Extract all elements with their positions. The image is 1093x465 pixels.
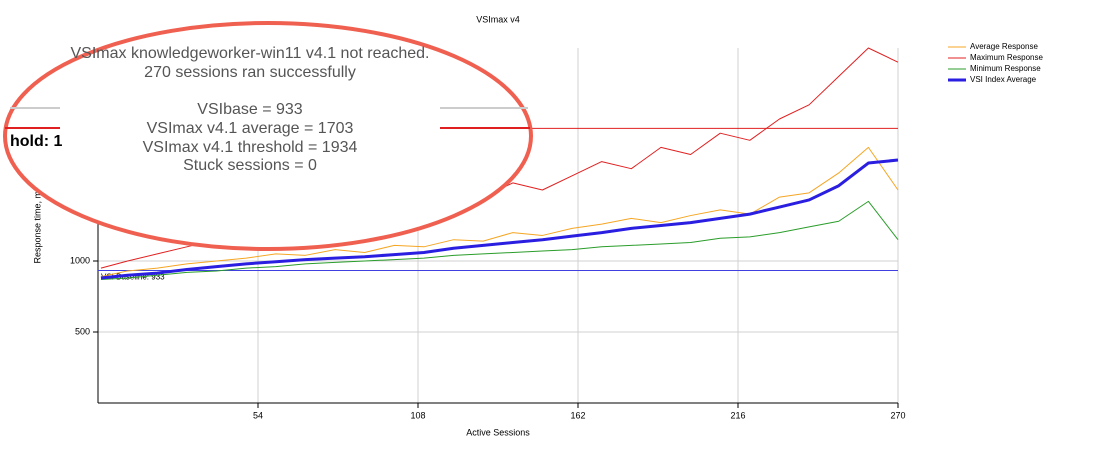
y-tick-label: 1000 <box>70 255 90 265</box>
series-line <box>100 158 899 280</box>
callout-text: Stuck sessions = 0 <box>183 157 317 174</box>
legend-label: Average Response <box>970 42 1038 51</box>
y-tick-label: 500 <box>75 326 90 336</box>
series-line <box>100 146 899 278</box>
callout-text: VSImax v4.1 threshold = 1934 <box>143 139 358 156</box>
legend: Average Response Maximum Response Minimum … <box>948 42 1043 84</box>
callout-text: VSIbase = 933 <box>197 101 303 118</box>
x-axis-label: Active Sessions <box>466 427 530 437</box>
chart-title: VSImax v4 <box>476 14 520 24</box>
callout-text: VSImax knowledgeworker-win11 v4.1 not re… <box>71 45 430 62</box>
y-axis-label: Response time, ms <box>32 186 42 264</box>
x-tick-label: 108 <box>410 410 425 420</box>
callout-text: 270 sessions ran successfully <box>144 64 356 81</box>
x-tick-label: 270 <box>890 410 905 420</box>
legend-label: VSI Index Average <box>970 75 1037 84</box>
x-tick-label: 54 <box>253 410 263 420</box>
x-tick-label: 162 <box>570 410 585 420</box>
legend-label: Maximum Response <box>970 53 1043 62</box>
callout-ellipse <box>3 21 533 251</box>
callout: hold: 1 VSImax knowledgeworker-win11 v4.… <box>3 21 533 251</box>
legend-label: Minimum Response <box>970 64 1041 73</box>
callout-text: VSImax v4.1 average = 1703 <box>147 120 354 137</box>
series-line <box>100 200 899 280</box>
x-tick-label: 216 <box>730 410 745 420</box>
callout-side-text: hold: 1 <box>10 133 63 150</box>
